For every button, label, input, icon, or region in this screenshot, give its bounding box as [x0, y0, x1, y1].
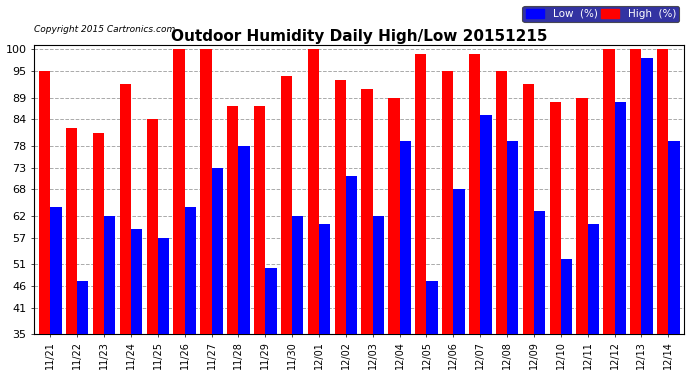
Bar	[92, 133, 104, 334]
Bar	[185, 207, 196, 334]
Bar	[227, 106, 239, 334]
Bar	[346, 176, 357, 334]
Bar	[442, 71, 453, 334]
Text: Copyright 2015 Cartronics.com: Copyright 2015 Cartronics.com	[34, 24, 175, 33]
Bar	[657, 50, 669, 334]
Bar	[469, 54, 480, 334]
Bar	[66, 128, 77, 334]
Bar	[104, 216, 115, 334]
Bar	[281, 76, 292, 334]
Bar	[362, 89, 373, 334]
Bar	[588, 225, 599, 334]
Bar	[496, 71, 507, 334]
Bar	[415, 54, 426, 334]
Bar	[77, 281, 88, 334]
Bar	[173, 50, 185, 334]
Bar	[254, 106, 265, 334]
Bar	[549, 102, 561, 334]
Bar	[630, 50, 642, 334]
Bar	[523, 84, 534, 334]
Bar	[388, 98, 400, 334]
Bar	[308, 50, 319, 334]
Bar	[335, 80, 346, 334]
Bar	[119, 84, 131, 334]
Bar	[642, 58, 653, 334]
Legend: Low  (%), High  (%): Low (%), High (%)	[522, 6, 679, 22]
Bar	[453, 189, 464, 334]
Bar	[50, 207, 61, 334]
Bar	[158, 238, 169, 334]
Bar	[319, 225, 331, 334]
Bar	[534, 211, 545, 334]
Bar	[507, 141, 518, 334]
Bar	[400, 141, 411, 334]
Bar	[426, 281, 437, 334]
Bar	[146, 120, 158, 334]
Bar	[576, 98, 588, 334]
Bar	[239, 146, 250, 334]
Bar	[373, 216, 384, 334]
Bar	[603, 50, 615, 334]
Bar	[669, 141, 680, 334]
Bar	[480, 115, 491, 334]
Bar	[39, 71, 50, 334]
Bar	[561, 260, 572, 334]
Bar	[615, 102, 626, 334]
Bar	[265, 268, 277, 334]
Bar	[212, 168, 223, 334]
Bar	[292, 216, 304, 334]
Bar	[131, 229, 142, 334]
Title: Outdoor Humidity Daily High/Low 20151215: Outdoor Humidity Daily High/Low 20151215	[171, 29, 548, 44]
Bar	[200, 50, 212, 334]
